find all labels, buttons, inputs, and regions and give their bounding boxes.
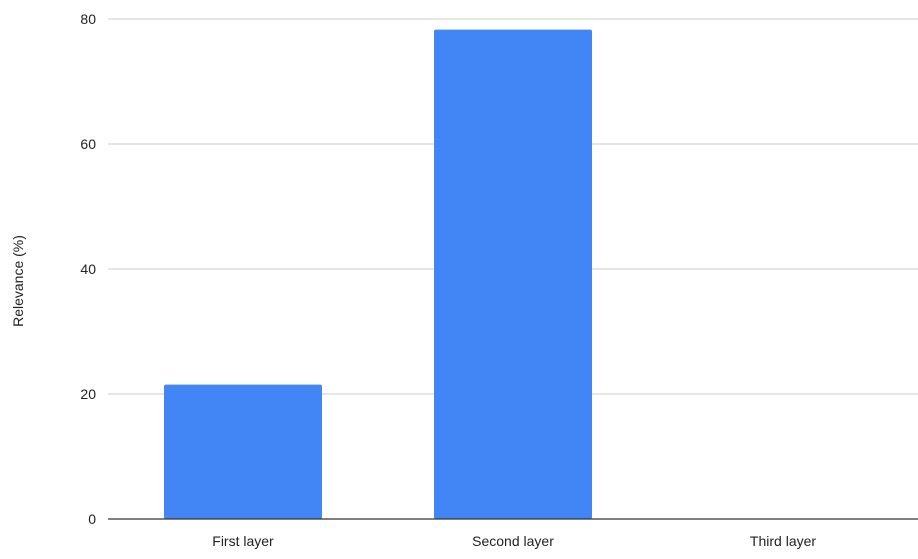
y-axis-title: Relevance (%) (10, 235, 26, 327)
labels: 0 20 40 60 80 First layer Second layer Third la… (80, 11, 816, 549)
y-tick-label-80: 80 (80, 11, 96, 27)
x-tick-label-third-layer: Third layer (750, 533, 816, 549)
bar-first-layer (164, 384, 322, 519)
x-tick-label-first-layer: First layer (212, 533, 274, 549)
y-tick-label-20: 20 (80, 386, 96, 402)
y-tick-label-60: 60 (80, 136, 96, 152)
bar-second-layer (434, 29, 592, 519)
y-tick-label-0: 0 (88, 511, 96, 527)
x-tick-label-second-layer: Second layer (472, 533, 554, 549)
bars (164, 29, 592, 519)
y-tick-label-40: 40 (80, 261, 96, 277)
